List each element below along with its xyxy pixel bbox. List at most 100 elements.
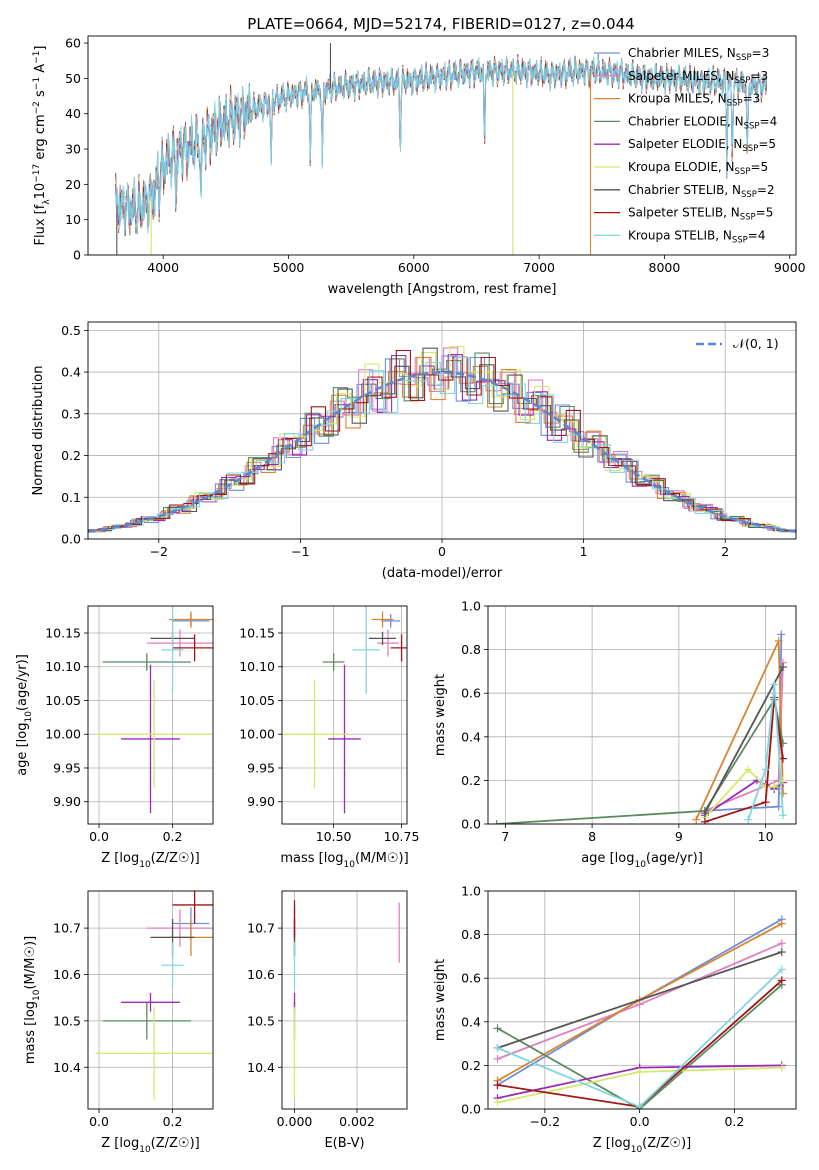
label-fragment: Normed distribution bbox=[31, 366, 46, 496]
legend-label: Chabrier MILES, NSSP=3 bbox=[628, 46, 769, 63]
x-tick-label: 0.2 bbox=[163, 829, 183, 844]
figure-title: PLATE=0664, MJD=52174, FIBERID=0127, z=0… bbox=[247, 15, 634, 33]
spectrum-axes: 4000 5000 6000 7000 8000 9000 0 10 20 30 40 50 60 bbox=[65, 36, 806, 275]
age_vs_Z-xlabel: Z [log10(Z/Z☉)] bbox=[101, 851, 199, 870]
y-tick-label: 0.6 bbox=[461, 971, 481, 986]
y-tick-label: 0.5 bbox=[61, 323, 81, 338]
y-tick-label: 1.0 bbox=[461, 599, 481, 614]
label-subscript: 10 bbox=[139, 860, 151, 870]
axes-frame bbox=[87, 321, 797, 540]
legend-suffix: =5 bbox=[756, 206, 774, 220]
axes-frame bbox=[87, 890, 214, 1110]
mass_weight_vs_Z-lines bbox=[493, 915, 786, 1109]
legend-text: Salpeter MILES, N bbox=[628, 69, 735, 83]
label-fragment: mass weight bbox=[433, 959, 448, 1041]
legend-text: Chabrier MILES, N bbox=[628, 46, 736, 60]
x-tick-label: 10 bbox=[758, 829, 774, 844]
legend-subscript: SSP bbox=[735, 76, 751, 86]
legend-suffix: =3 bbox=[752, 46, 770, 60]
histogram-steps bbox=[88, 345, 796, 535]
legend-label: Kroupa ELODIE, NSSP=5 bbox=[628, 160, 768, 177]
label-fragment: age [ bbox=[581, 851, 614, 866]
label-fragment: l bbox=[33, 234, 48, 238]
x-tick-label: 9000 bbox=[774, 260, 806, 275]
x-tick-label: 6000 bbox=[398, 260, 430, 275]
y-tick-label: 9.95 bbox=[53, 760, 81, 775]
series-chabrier_stelib bbox=[704, 666, 784, 814]
legend-subscript: SSP bbox=[742, 144, 758, 154]
label-fragment: Z [ bbox=[593, 1136, 611, 1151]
x-tick-label: 10.50 bbox=[316, 829, 352, 844]
y-tick-label: 9.90 bbox=[247, 794, 275, 809]
legend-text: Chabrier STELIB, N bbox=[628, 183, 741, 197]
label-fragment: A bbox=[33, 64, 48, 77]
series-chabrier_elodie bbox=[496, 697, 784, 824]
hist-ylabel: Normed distribution bbox=[31, 366, 46, 496]
legend-label: Salpeter ELODIE, NSSP=5 bbox=[628, 137, 776, 154]
label-fragment: log bbox=[23, 1001, 38, 1021]
x-tick-label: 0.000 bbox=[277, 1114, 313, 1129]
hist-chabrier_stelib bbox=[88, 347, 796, 533]
y-tick-label: 10.4 bbox=[247, 1060, 275, 1075]
legend-suffix: =4 bbox=[760, 114, 778, 128]
label-fragment: )/error bbox=[461, 566, 503, 581]
legend-suffix: =5 bbox=[750, 160, 768, 174]
x-tick-label: 1 bbox=[580, 544, 588, 559]
label-fragment: −1 bbox=[32, 51, 42, 64]
y-tick-label: 20 bbox=[65, 177, 81, 192]
y-tick-label: 0.3 bbox=[61, 406, 81, 421]
mass_weight_vs_age-xlabel: age [log10(age/yr)] bbox=[581, 851, 703, 870]
hist-chabrier_miles bbox=[88, 355, 796, 535]
y-tick-label: 0.4 bbox=[461, 729, 481, 744]
label-fragment: −17 bbox=[32, 164, 42, 183]
hist-salpeter_stelib bbox=[88, 349, 796, 532]
y-tick-label: 10.10 bbox=[239, 659, 275, 674]
legend-text: Salpeter ELODIE, N bbox=[628, 137, 742, 151]
legend-subscript: SSP bbox=[736, 53, 752, 63]
y-tick-label: 9.90 bbox=[53, 794, 81, 809]
series-chabrier_elodie bbox=[497, 984, 783, 1109]
y-tick-label: 1.0 bbox=[461, 884, 481, 899]
label-fragment: 10 bbox=[33, 183, 48, 200]
y-tick-label: 0.2 bbox=[461, 773, 481, 788]
label-fragment: F bbox=[33, 238, 48, 245]
label-fragment: log bbox=[119, 1136, 139, 1151]
label-subscript: 10 bbox=[344, 860, 356, 870]
y-tick-label: 10.7 bbox=[53, 921, 81, 936]
mass_weight_vs_Z-ylabel: mass weight bbox=[433, 959, 448, 1041]
y-tick-label: 0.6 bbox=[461, 686, 481, 701]
age_vs_mass-points bbox=[282, 606, 407, 814]
legend-subscript: SSP bbox=[727, 99, 743, 109]
age_vs_Z-ylabel: age [log10(age/yr)] bbox=[15, 654, 34, 776]
y-tick-label: 0.4 bbox=[61, 365, 81, 380]
mass_weight_vs_age-ylabel: mass weight bbox=[433, 674, 448, 756]
mass_vs_ebv-xlabel: E(B-V) bbox=[324, 1136, 364, 1151]
axes-frame bbox=[487, 605, 797, 825]
x-tick-label: 0.002 bbox=[339, 1114, 375, 1129]
x-tick-label: 8000 bbox=[649, 260, 681, 275]
axes-frame bbox=[281, 605, 408, 825]
legend-label: Salpeter STELIB, NSSP=5 bbox=[628, 206, 773, 223]
x-tick-label: 10.75 bbox=[384, 829, 420, 844]
label-fragment: log bbox=[615, 851, 635, 866]
x-tick-label: 0.2 bbox=[163, 1114, 183, 1129]
legend-text: Kroupa STELIB, N bbox=[628, 228, 732, 242]
y-tick-label: 10.7 bbox=[247, 921, 275, 936]
x-tick-label: 7 bbox=[501, 829, 509, 844]
legend-suffix: =5 bbox=[758, 137, 776, 151]
x-tick-label: 8 bbox=[588, 829, 596, 844]
legend-label: 𝒩(0, 1) bbox=[733, 336, 779, 351]
label-subscript: 10 bbox=[32, 989, 42, 1001]
label-fragment: ] bbox=[33, 45, 48, 50]
label-fragment: erg cm bbox=[33, 114, 48, 163]
y-tick-label: 0 bbox=[73, 248, 81, 263]
axes-frame bbox=[487, 890, 797, 1110]
y-tick-label: 0.8 bbox=[461, 927, 481, 942]
label-fragment: (Z/Z☉)] bbox=[642, 1136, 691, 1151]
label-fragment: log bbox=[324, 851, 344, 866]
label-fragment: age [ bbox=[15, 742, 30, 775]
label-fragment: −1 bbox=[32, 77, 42, 90]
